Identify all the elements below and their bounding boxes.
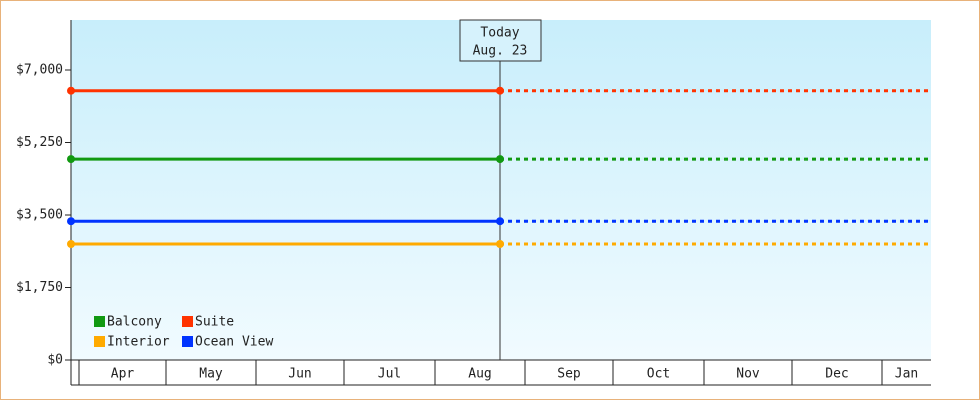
series-point [67, 240, 75, 248]
legend-label: Suite [195, 315, 234, 330]
x-tick-label: Dec [825, 367, 848, 382]
today-box [459, 19, 542, 62]
x-tick-label: Sep [557, 367, 581, 382]
series-point [67, 217, 75, 226]
y-tick-label: $5,250 [16, 135, 63, 150]
series-point [496, 217, 504, 226]
x-tick-label: Oct [647, 367, 670, 382]
today-date: Aug. 23 [473, 44, 528, 59]
x-tick-label: Nov [736, 367, 760, 382]
plot-area [71, 20, 931, 360]
legend-swatch [182, 336, 193, 347]
x-tick-label: Jun [288, 367, 311, 382]
y-tick-label: $1,750 [16, 280, 63, 295]
x-tick-label: Aug [468, 367, 491, 382]
y-tick-label: $3,500 [16, 208, 63, 223]
today-title: Today [480, 26, 519, 41]
legend-label: Balcony [107, 315, 162, 330]
legend-label: Ocean View [195, 335, 273, 350]
x-tick-label: Jul [378, 367, 401, 382]
series-point [67, 86, 75, 95]
x-tick-label: Apr [111, 367, 135, 382]
x-tick-label: Jan [895, 367, 918, 382]
y-tick-label: $0 [47, 353, 63, 368]
series-point [496, 86, 504, 95]
x-tick-label: May [199, 367, 223, 382]
legend-swatch [94, 336, 105, 347]
y-tick-label: $7,000 [16, 63, 63, 78]
legend-swatch [94, 316, 105, 327]
series-point [496, 240, 504, 248]
legend-swatch [182, 316, 193, 327]
legend-label: Interior [107, 335, 170, 350]
series-point [67, 155, 75, 164]
series-point [496, 155, 504, 164]
